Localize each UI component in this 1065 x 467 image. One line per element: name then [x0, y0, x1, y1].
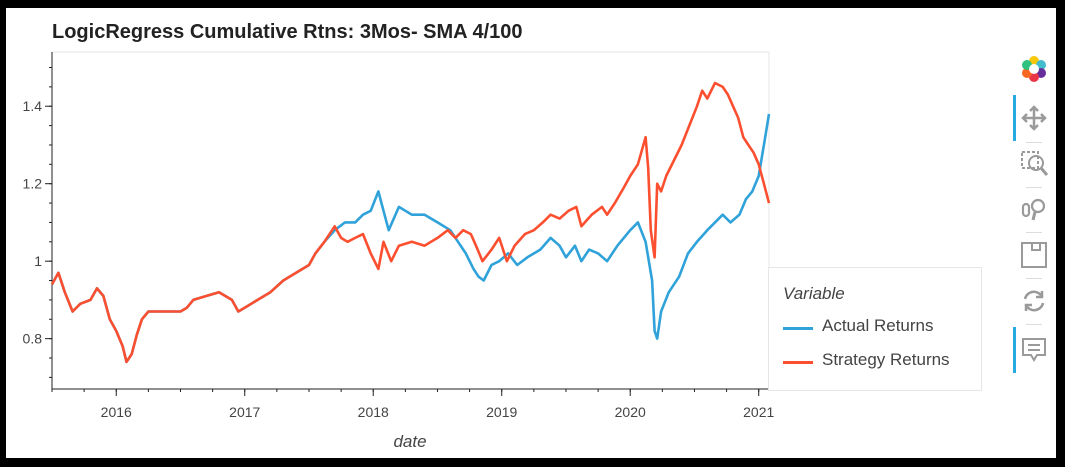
- wheel-zoom-icon[interactable]: [1019, 194, 1049, 224]
- plot-area: [51, 51, 770, 390]
- legend-label: Actual Returns: [822, 316, 934, 335]
- x-tick-label: 2018: [358, 404, 389, 420]
- legend-label: Strategy Returns: [822, 350, 950, 369]
- x-tick-label: 2019: [486, 404, 517, 420]
- toolbar-divider: [1026, 278, 1042, 279]
- y-tick-label: 1.4: [23, 98, 43, 114]
- reset-icon[interactable]: [1019, 286, 1049, 316]
- x-tick-label: 2021: [743, 404, 774, 420]
- legend: Variable Actual Returns Strategy Returns: [768, 267, 982, 391]
- legend-item-actual-returns[interactable]: Actual Returns: [783, 316, 978, 340]
- series-line-strategy-returns: [50, 81, 771, 364]
- chart-title: LogicRegress Cumulative Rtns: 3Mos- SMA …: [52, 21, 523, 43]
- chart-figure: LogicRegress Cumulative Rtns: 3Mos- SMA …: [6, 8, 1056, 458]
- y-tick-label: 0.8: [23, 331, 43, 347]
- x-axis: 2016 2017 2018 2019 2020 2021: [51, 388, 775, 420]
- legend-swatch-strategy-returns: [783, 361, 813, 364]
- box-zoom-icon[interactable]: [1019, 149, 1049, 179]
- legend-title: Variable: [783, 284, 845, 303]
- x-tick-label: 2017: [229, 404, 260, 420]
- toolbar: [1011, 48, 1056, 378]
- toolbar-divider: [1026, 324, 1042, 325]
- series-lines: [50, 81, 771, 364]
- y-tick-label: 1.2: [23, 176, 43, 192]
- x-axis-label: date: [393, 432, 426, 451]
- pan-icon[interactable]: [1013, 95, 1049, 141]
- hover-icon[interactable]: [1013, 327, 1049, 373]
- x-tick-label: 2020: [615, 404, 646, 420]
- y-axis: 0.8 1 1.2 1.4: [23, 52, 53, 389]
- x-tick-label: 2016: [101, 404, 132, 420]
- chart-plot[interactable]: 0.8 1 1.2 1.4 2016 2017 2018 2019 2020 2021 date: [6, 8, 1006, 458]
- legend-swatch-actual-returns: [783, 327, 813, 330]
- toolbar-divider: [1026, 142, 1042, 143]
- toolbar-divider: [1026, 187, 1042, 188]
- save-icon[interactable]: [1019, 240, 1049, 270]
- y-tick-label: 1: [34, 253, 42, 269]
- toolbar-divider: [1026, 232, 1042, 233]
- legend-item-strategy-returns[interactable]: Strategy Returns: [783, 350, 978, 374]
- bokeh-logo-icon[interactable]: [1019, 54, 1049, 84]
